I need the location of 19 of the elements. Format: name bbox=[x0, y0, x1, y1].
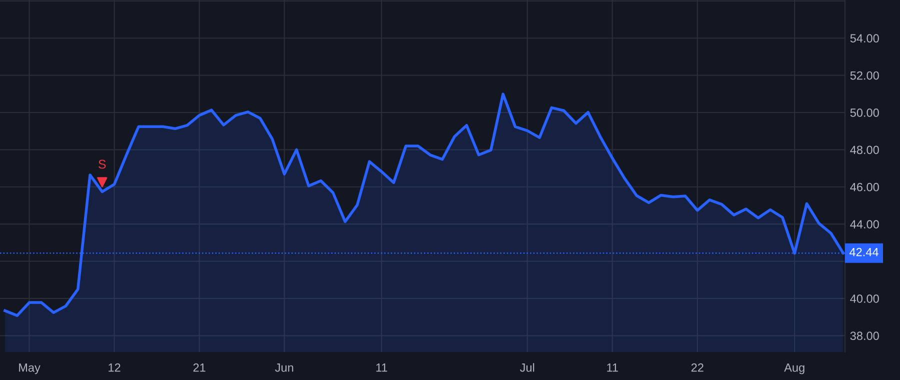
ref-line-label: 42.44 bbox=[849, 248, 878, 256]
y-tick-label: 52.00 bbox=[850, 71, 879, 80]
y-tick-label: 44.00 bbox=[850, 220, 879, 228]
y-tick-label: 40.00 bbox=[850, 294, 879, 303]
x-tick-label: 21 bbox=[193, 363, 206, 372]
x-tick-label: Jul bbox=[520, 363, 534, 372]
y-tick-label: 50.00 bbox=[850, 108, 879, 117]
y-tick-label: 38.00 bbox=[850, 332, 879, 340]
y-tick-label: 54.00 bbox=[850, 34, 879, 43]
x-tick-label: Jun bbox=[275, 364, 294, 372]
annotation: S bbox=[98, 160, 106, 169]
y-tick-label: 48.00 bbox=[850, 146, 879, 154]
x-tick-label: Aug bbox=[784, 364, 804, 374]
x-tick-label: 22 bbox=[691, 363, 704, 372]
x-tick-label: 11 bbox=[376, 364, 388, 372]
y-tick-label: 46.00 bbox=[850, 182, 879, 192]
x-tick-label: May bbox=[19, 364, 40, 374]
x-tick-label: 12 bbox=[108, 363, 120, 372]
x-tick-label: 11 bbox=[607, 364, 618, 372]
